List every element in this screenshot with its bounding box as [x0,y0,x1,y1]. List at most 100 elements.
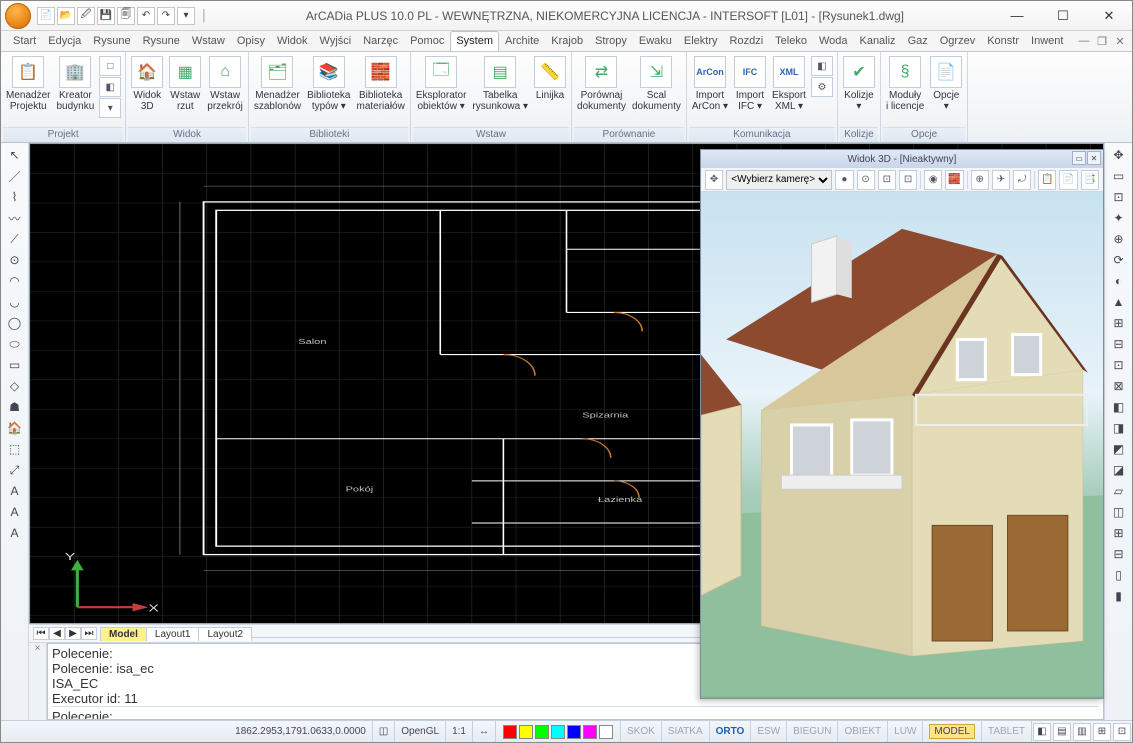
ribbon-kolizje[interactable]: ✔Kolizje▾ [840,54,878,114]
view3d-tool-3[interactable]: ⊡ [899,170,917,190]
left-tool-3[interactable]: 〰 [4,208,26,228]
ribbon-porównaj[interactable]: ⇄Porównajdokumenty [574,54,629,114]
ribbon-side-btn[interactable]: □ [99,56,121,76]
menu-tab-opisy[interactable]: Opisy [231,31,271,51]
menu-tab-gaz[interactable]: Gaz [902,31,934,51]
menu-tab-wyjści[interactable]: Wyjści [314,31,358,51]
menu-tab-pomoc[interactable]: Pomoc [404,31,450,51]
ribbon-side-btn[interactable]: ◧ [99,77,121,97]
qat-button-2[interactable]: 🖉 [77,7,95,25]
left-tool-10[interactable]: ▭ [4,355,26,375]
layout-nav-0[interactable]: ⏮ [33,627,49,640]
qat-button-7[interactable]: ▾ [177,7,195,25]
ribbon-kreator[interactable]: 🏢Kreatorbudynku [53,54,97,114]
ribbon-linijka[interactable]: 📏Linijka [531,54,569,103]
menu-tab-krajob[interactable]: Krajob [545,31,589,51]
layout-tab-layout2[interactable]: Layout2 [198,627,252,641]
view3d-tool-0[interactable]: ● [835,170,853,190]
right-tool-14[interactable]: ◩ [1108,439,1130,459]
left-tool-6[interactable]: ◠ [4,271,26,291]
ribbon-eksport[interactable]: XMLEksportXML ▾ [769,54,809,114]
layout-tab-layout1[interactable]: Layout1 [146,627,200,641]
right-tool-12[interactable]: ◧ [1108,397,1130,417]
ribbon-biblioteka[interactable]: 📚Bibliotekatypów ▾ [304,54,353,114]
left-tool-16[interactable]: A [4,481,26,501]
qat-button-3[interactable]: 💾 [97,7,115,25]
menu-tab-inwent[interactable]: Inwent [1025,31,1069,51]
right-tool-11[interactable]: ⊠ [1108,376,1130,396]
view3d-tool-5[interactable]: 🧱 [945,170,963,190]
menu-tab-edycja[interactable]: Edycja [42,31,87,51]
ribbon-menadżer[interactable]: 📋MenadżerProjektu [3,54,53,114]
left-tool-12[interactable]: ☗ [4,397,26,417]
qat-button-1[interactable]: 📂 [57,7,75,25]
left-tool-18[interactable]: A [4,523,26,543]
left-tool-2[interactable]: ⌇ [4,187,26,207]
ribbon-side-btn[interactable]: ⚙ [811,77,833,97]
ribbon-eksplorator[interactable]: 🗔Eksploratorobiektów ▾ [413,54,470,114]
menu-tab-ewaku[interactable]: Ewaku [633,31,678,51]
qat-button-6[interactable]: ↷ [157,7,175,25]
menu-tab-kanaliz[interactable]: Kanaliz [853,31,901,51]
camera-select[interactable]: <Wybierz kamerę> [726,170,832,190]
mdi-close-icon[interactable]: ✕ [1112,35,1128,48]
mdi-minimize-icon[interactable]: — [1076,35,1092,47]
status-extra-0[interactable]: ◧ [1033,723,1051,741]
left-tool-17[interactable]: A [4,502,26,522]
right-tool-10[interactable]: ⊡ [1108,355,1130,375]
menu-tab-wstaw[interactable]: Wstaw [186,31,231,51]
layout-nav-3[interactable]: ⏭ [81,627,97,640]
menu-tab-teleko[interactable]: Teleko [769,31,813,51]
view3d-tool-7[interactable]: ✈ [992,170,1010,190]
view3d-tool-2[interactable]: ⊡ [878,170,896,190]
menu-tab-woda[interactable]: Woda [813,31,854,51]
right-tool-8[interactable]: ⊞ [1108,313,1130,333]
right-tool-4[interactable]: ⊕ [1108,229,1130,249]
right-tool-6[interactable]: ◐ [1108,271,1130,291]
qat-button-5[interactable]: ↶ [137,7,155,25]
app-logo[interactable] [5,3,31,29]
ribbon-scal[interactable]: ⇲Scaldokumenty [629,54,684,114]
ribbon-moduły[interactable]: §Modułyi licencje [883,54,927,114]
menu-tab-ogrzev[interactable]: Ogrzev [934,31,981,51]
menu-tab-rysune[interactable]: Rysune [87,31,136,51]
right-tool-13[interactable]: ◨ [1108,418,1130,438]
ribbon-side-btn[interactable]: ▾ [99,98,121,118]
qat-button-4[interactable]: 🗐 [117,7,135,25]
right-tool-17[interactable]: ◫ [1108,502,1130,522]
menu-tab-archite[interactable]: Archite [499,31,545,51]
left-tool-0[interactable]: ↖ [4,145,26,165]
close-button[interactable]: ✕ [1086,1,1132,30]
left-tool-7[interactable]: ◡ [4,292,26,312]
left-tool-11[interactable]: ◇ [4,376,26,396]
status-biegun[interactable]: BIEGUN [787,721,838,742]
status-tablet[interactable]: TABLET [982,721,1032,742]
ribbon-biblioteka[interactable]: 🧱Bibliotekamateriałów [353,54,407,114]
right-tool-9[interactable]: ⊟ [1108,334,1130,354]
menu-tab-narzęc[interactable]: Narzęc [357,31,404,51]
layout-nav-2[interactable]: ▶ [65,627,81,640]
status-renderer[interactable]: OpenGL [395,721,446,742]
view3d-tool-4[interactable]: ◉ [924,170,942,190]
view3d-tool-6[interactable]: ⊕ [971,170,989,190]
right-tool-21[interactable]: ▮ [1108,586,1130,606]
qat-button-0[interactable]: 📄 [37,7,55,25]
ribbon-wstaw[interactable]: ⌂Wstawprzekrój [204,54,246,114]
left-tool-15[interactable]: ⤢ [4,460,26,480]
menu-tab-elektry[interactable]: Elektry [678,31,724,51]
right-tool-5[interactable]: ⟳ [1108,250,1130,270]
left-tool-4[interactable]: ⟋ [4,229,26,249]
status-colors[interactable] [496,721,621,742]
right-tool-15[interactable]: ◪ [1108,460,1130,480]
right-tool-0[interactable]: ✥ [1108,145,1130,165]
left-tool-13[interactable]: 🏠 [4,418,26,438]
status-extra-1[interactable]: ▤ [1053,723,1071,741]
right-tool-16[interactable]: ▱ [1108,481,1130,501]
menu-tab-rozdzi[interactable]: Rozdzi [724,31,770,51]
ribbon-opcje[interactable]: 📄Opcje▾ [927,54,965,114]
layout-nav-1[interactable]: ◀ [49,627,65,640]
view3d-close-icon[interactable]: ✕ [1087,151,1101,165]
status-extra-3[interactable]: ⊞ [1093,723,1111,741]
command-close-icon[interactable]: × [29,643,47,720]
status-model[interactable]: MODEL [923,721,982,742]
